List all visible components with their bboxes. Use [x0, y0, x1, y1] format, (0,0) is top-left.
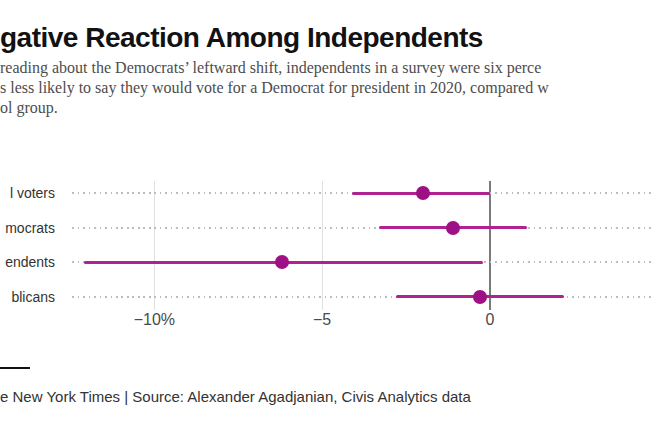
estimate-dot — [416, 186, 430, 200]
estimate-dot — [446, 221, 460, 235]
dot-plot-chart: −10% −5 0 l voters mocrats endents blicans — [0, 150, 651, 340]
category-label: blicans — [0, 287, 55, 307]
subtitle-line-3: ol group. — [0, 98, 549, 118]
leader-dotted-line — [72, 296, 651, 298]
zero-axis-line — [489, 181, 491, 310]
subtitle-line-2: s less likely to say they would vote for… — [0, 78, 549, 98]
gridline — [154, 181, 155, 310]
x-axis-tick-label: −5 — [282, 311, 362, 329]
subtitle-line-1: reading about the Democrats’ leftward sh… — [0, 58, 549, 78]
x-axis-tick-label: −10% — [114, 311, 194, 329]
nyt-chart-card: gative Reaction Among Independents readi… — [0, 0, 651, 434]
category-label: l voters — [0, 183, 55, 203]
footer-divider — [0, 367, 30, 369]
chart-title: gative Reaction Among Independents — [0, 22, 483, 54]
source-credit: e New York Times | Source: Alexander Aga… — [0, 388, 471, 405]
category-label: endents — [0, 252, 55, 272]
gridline — [322, 181, 323, 310]
estimate-dot — [473, 290, 487, 304]
estimate-dot — [275, 255, 289, 269]
x-axis-tick-label: 0 — [450, 311, 530, 329]
category-label: mocrats — [0, 218, 55, 238]
leader-dotted-line — [72, 227, 651, 229]
chart-subtitle: reading about the Democrats’ leftward sh… — [0, 58, 549, 118]
